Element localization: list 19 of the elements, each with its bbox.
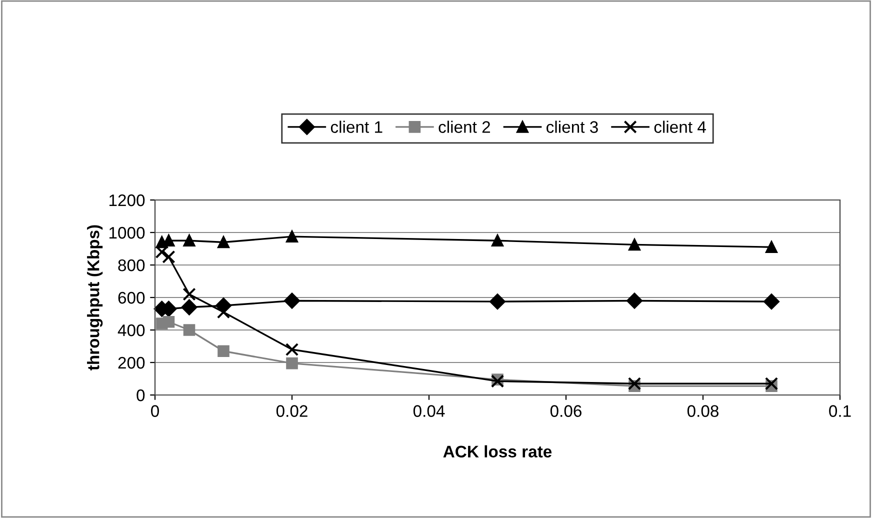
legend-label: client 3 — [546, 120, 598, 133]
y-axis-title: throughput (Kbps) — [87, 225, 103, 370]
legend-label: client 2 — [438, 120, 490, 133]
x-tick-label: 0.04 — [413, 405, 445, 417]
y-tick-label: 800 — [118, 259, 145, 272]
y-tick-label: 0 — [136, 389, 145, 402]
y-tick-label: 600 — [118, 292, 145, 304]
x-tick-label: 0 — [151, 405, 159, 417]
x-tick-label: 0.1 — [829, 405, 851, 417]
x-tick-label: 0.08 — [687, 405, 718, 417]
x-tick-label: 0.06 — [550, 405, 582, 417]
y-tick-label: 1200 — [109, 194, 145, 206]
y-tick-label: 200 — [118, 356, 145, 369]
legend-label: client 4 — [654, 120, 706, 133]
x-tick-label: 0.02 — [276, 405, 308, 417]
legend-label: client 1 — [330, 120, 382, 133]
y-tick-label: 400 — [118, 324, 145, 336]
y-tick-label: 1000 — [109, 226, 145, 239]
x-axis-title: ACK loss rate — [443, 445, 552, 458]
